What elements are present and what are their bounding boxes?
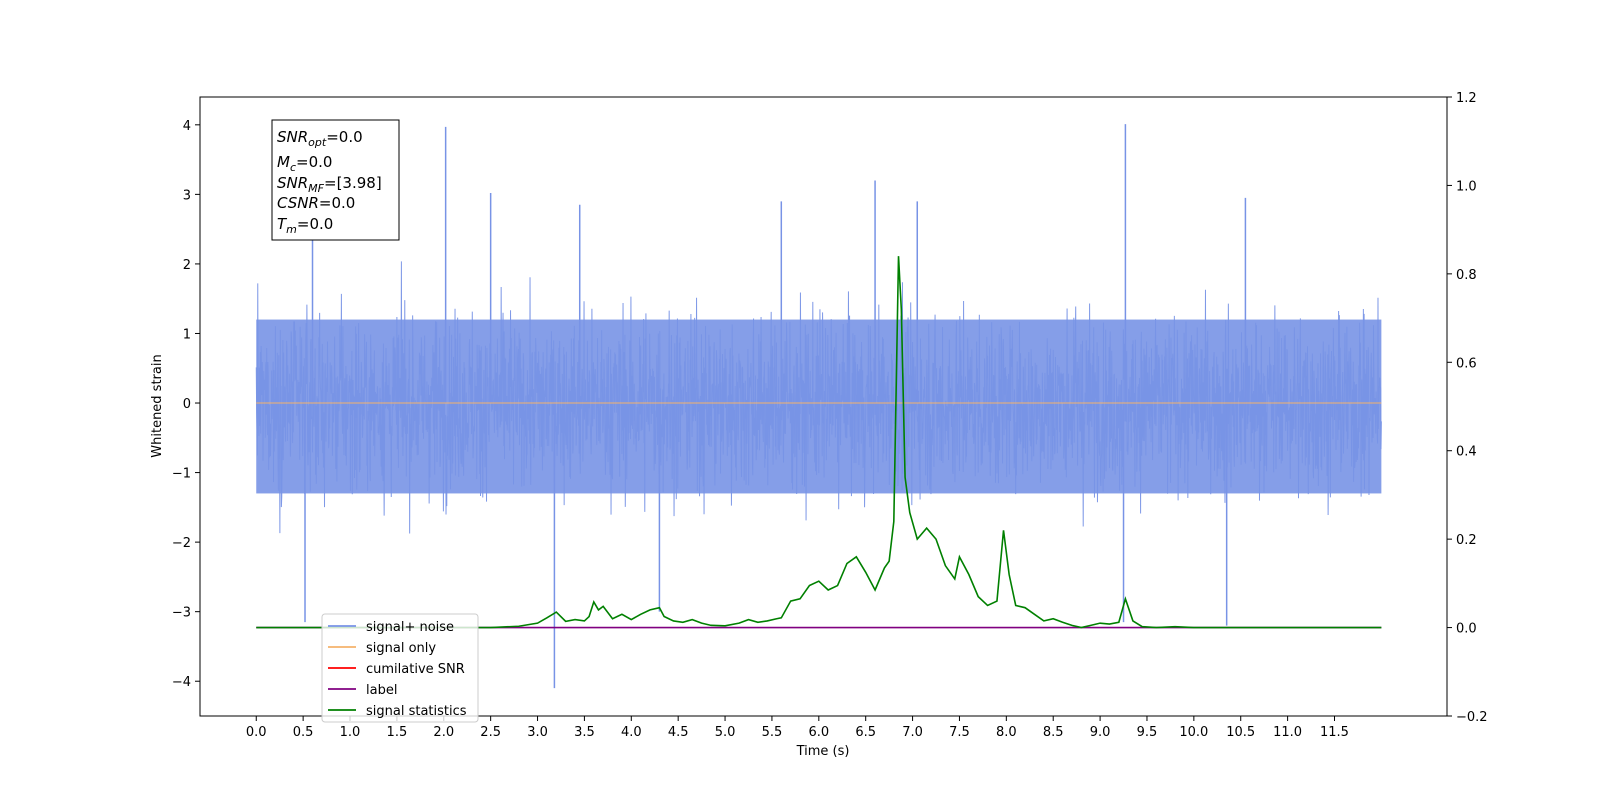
y-tick-label: 2 bbox=[183, 258, 191, 273]
y2-tick-label: 1.0 bbox=[1456, 179, 1477, 194]
legend: signal+ noise signal only cumilative SNR la… bbox=[321, 613, 479, 723]
x-tick-label: 4.0 bbox=[621, 725, 642, 740]
plot-frame bbox=[199, 96, 1448, 717]
x-tick-label: 0.0 bbox=[246, 725, 267, 740]
y-tick-label: −4 bbox=[172, 675, 191, 690]
x-tick-label: 5.0 bbox=[715, 725, 736, 740]
x-tick-label: 10.5 bbox=[1226, 725, 1255, 740]
y-tick-label: 1 bbox=[183, 327, 191, 342]
y-tick-label: −2 bbox=[172, 536, 191, 551]
annotation-mc: Mc=0.0 bbox=[277, 153, 332, 174]
annotation-frame bbox=[271, 119, 400, 241]
annotation-tm: Tm=0.0 bbox=[277, 215, 333, 236]
y-tick-label: −1 bbox=[172, 467, 191, 482]
annotation-snr-mf: SNRMF=[3.98] bbox=[277, 174, 382, 195]
y-axis-title: Whitened strain bbox=[150, 354, 165, 457]
noise-trace-layer bbox=[255, 124, 1382, 689]
x-tick-label: 0.5 bbox=[293, 725, 314, 740]
x-tick-label: 1.5 bbox=[387, 725, 408, 740]
legend-label: cumilative SNR bbox=[366, 662, 465, 677]
x-tick-label: 5.5 bbox=[762, 725, 783, 740]
y2-tick-label: 0.8 bbox=[1456, 268, 1477, 283]
x-axis: 0.0 0.5 1.0 1.5 2.0 2.5 3.0 3.5 4.0 4.5 5.0 5.5 6.0 6… bbox=[246, 716, 1349, 740]
y-tick-label: −3 bbox=[172, 606, 191, 621]
y2-tick-label: 0.6 bbox=[1456, 356, 1477, 371]
y2-tick-label: 0.4 bbox=[1456, 445, 1477, 460]
noise-dense-band bbox=[256, 319, 1382, 494]
x-tick-label: 11.0 bbox=[1273, 725, 1302, 740]
x-tick-label: 7.0 bbox=[902, 725, 923, 740]
x-tick-label: 1.0 bbox=[340, 725, 361, 740]
x-tick-label: 2.0 bbox=[433, 725, 454, 740]
series-signal-statistics bbox=[256, 256, 1382, 629]
y2-tick-label: 1.2 bbox=[1456, 91, 1477, 106]
x-tick-label: 6.5 bbox=[855, 725, 876, 740]
legend-label: label bbox=[366, 683, 397, 698]
x-axis-title: Time (s) bbox=[796, 744, 850, 759]
stats-annotation-box: SNRopt=0.0 Mc=0.0 SNRMF=[3.98] CSNR=0.0 … bbox=[271, 119, 400, 241]
x-tick-label: 11.5 bbox=[1320, 725, 1349, 740]
x-tick-label: 2.5 bbox=[480, 725, 501, 740]
y-tick-label: 4 bbox=[183, 119, 191, 134]
x-tick-label: 3.0 bbox=[527, 725, 548, 740]
x-tick-label: 6.0 bbox=[808, 725, 829, 740]
y-tick-label: 3 bbox=[183, 188, 191, 203]
y2-tick-label: 0.2 bbox=[1456, 533, 1477, 548]
y-tick-label: 0 bbox=[183, 397, 191, 412]
y2-tick-label: −0.2 bbox=[1456, 710, 1488, 725]
legend-label: signal+ noise bbox=[366, 620, 454, 635]
x-tick-label: 8.0 bbox=[996, 725, 1017, 740]
annotation-csnr: CSNR=0.0 bbox=[277, 194, 355, 212]
y-axis-right: −0.2 0.0 0.2 0.4 0.6 0.8 1.0 1.2 bbox=[1447, 91, 1488, 725]
annotation-snr-opt: SNRopt=0.0 bbox=[277, 128, 363, 149]
y-axis-left: −4 −3 −2 −1 0 1 2 3 4 bbox=[172, 119, 200, 690]
x-tick-label: 3.5 bbox=[574, 725, 595, 740]
x-tick-label: 7.5 bbox=[949, 725, 970, 740]
x-tick-label: 4.5 bbox=[668, 725, 689, 740]
legend-label: signal statistics bbox=[366, 704, 467, 719]
x-tick-label: 8.5 bbox=[1043, 725, 1064, 740]
x-tick-label: 10.0 bbox=[1179, 725, 1208, 740]
legend-frame bbox=[321, 613, 479, 723]
x-tick-label: 9.0 bbox=[1090, 725, 1111, 740]
legend-label: signal only bbox=[366, 641, 436, 656]
y2-tick-label: 0.0 bbox=[1456, 622, 1477, 637]
x-tick-label: 9.5 bbox=[1137, 725, 1158, 740]
